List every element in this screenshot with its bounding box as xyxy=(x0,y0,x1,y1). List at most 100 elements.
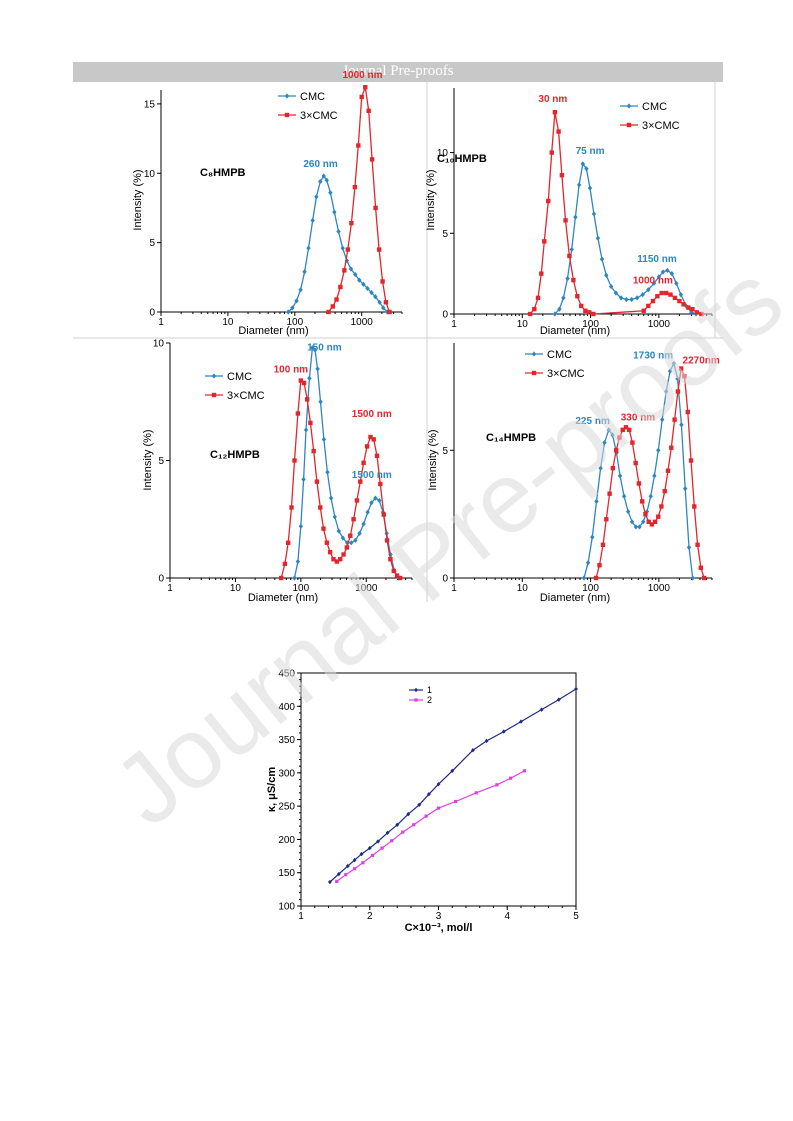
y-tick-label: 150 xyxy=(278,868,295,879)
x-tick-label: 100 xyxy=(286,317,303,328)
legend-marker-0 xyxy=(414,687,418,693)
data-point-3cmc xyxy=(542,239,547,244)
data-point-cmc xyxy=(621,493,627,499)
data-point-3cmc xyxy=(338,284,343,290)
data-point-3cmc xyxy=(349,221,354,226)
data-point-cmc xyxy=(348,266,354,272)
data-point-3cmc xyxy=(662,488,667,494)
data-point-cmc xyxy=(651,280,657,286)
data-point-3cmc xyxy=(334,297,339,302)
peak-annotation: 1000 nm xyxy=(342,70,382,81)
data-point-3cmc xyxy=(361,460,366,466)
data-point-3cmc xyxy=(699,311,704,317)
y-tick-label: 250 xyxy=(278,802,295,813)
data-point-3cmc xyxy=(539,271,544,276)
data-point-cmc xyxy=(678,292,684,298)
data-point-cmc xyxy=(332,209,337,215)
data-point-series-2 xyxy=(412,823,416,827)
data-point-3cmc xyxy=(630,440,635,445)
data-point-cmc xyxy=(295,558,301,565)
x-tick-label: 100 xyxy=(582,319,599,330)
data-point-series-2 xyxy=(370,853,375,858)
data-point-3cmc xyxy=(600,542,606,547)
data-point-cmc xyxy=(633,524,639,530)
data-point-3cmc xyxy=(655,294,660,299)
data-point-3cmc xyxy=(295,411,301,416)
data-point-cmc xyxy=(310,345,315,351)
data-point-series-1 xyxy=(574,686,578,692)
data-point-cmc xyxy=(686,544,692,550)
y-tick-label: 5 xyxy=(149,238,155,249)
data-point-cmc xyxy=(610,432,615,438)
data-point-3cmc xyxy=(668,292,673,297)
data-point-3cmc xyxy=(617,435,622,440)
x-tick-label: 100 xyxy=(582,583,599,594)
peak-annotation: 1500 nm xyxy=(352,409,392,420)
data-point-3cmc xyxy=(324,540,330,545)
x-tick-label: 1 xyxy=(451,319,457,330)
x-tick-label: 1000 xyxy=(648,319,671,330)
data-point-3cmc xyxy=(368,434,373,440)
legend-label-1: 3×CMC xyxy=(642,120,680,132)
y-axis-label: Intensity (%) xyxy=(132,169,144,230)
data-point-3cmc xyxy=(701,575,707,581)
data-point-cmc xyxy=(590,534,595,540)
journal-banner: Journal Pre-proofs xyxy=(73,62,723,82)
data-point-cmc xyxy=(310,217,315,224)
y-tick-label: 350 xyxy=(278,735,295,746)
data-point-cmc xyxy=(602,440,607,446)
data-point-3cmc xyxy=(546,198,551,204)
data-point-cmc xyxy=(321,173,326,179)
data-point-3cmc xyxy=(690,306,695,312)
data-point-cmc xyxy=(290,305,295,311)
legend-marker-1 xyxy=(414,698,418,702)
data-point-series-1 xyxy=(436,781,441,787)
data-point-3cmc xyxy=(358,479,363,484)
data-point-cmc xyxy=(606,427,612,433)
data-point-3cmc xyxy=(646,519,651,525)
x-tick-label: 10 xyxy=(517,319,529,330)
data-point-cmc xyxy=(629,296,634,303)
data-point-cmc xyxy=(286,309,291,315)
data-point-3cmc xyxy=(373,205,378,211)
data-point-cmc xyxy=(325,469,330,475)
data-point-3cmc xyxy=(623,425,629,430)
data-point-cmc xyxy=(679,422,684,428)
data-point-3cmc xyxy=(351,517,356,522)
data-point-3cmc xyxy=(308,420,313,426)
data-point-3cmc xyxy=(556,129,561,134)
data-point-series-2 xyxy=(522,769,527,773)
data-point-3cmc xyxy=(301,380,307,386)
data-point-3cmc xyxy=(384,538,390,543)
data-point-series-1 xyxy=(484,738,489,744)
legend-label-0: CMC xyxy=(642,101,667,113)
data-point-cmc xyxy=(349,540,354,546)
data-point-3cmc xyxy=(672,295,678,301)
data-point-3cmc xyxy=(659,504,664,509)
data-point-cmc xyxy=(674,280,679,286)
x-tick-label: 10 xyxy=(517,583,529,594)
data-point-cmc xyxy=(361,281,366,287)
data-point-series-1 xyxy=(450,768,455,774)
data-point-cmc xyxy=(365,509,370,515)
data-point-cmc xyxy=(353,537,358,543)
data-point-3cmc xyxy=(298,378,304,383)
data-point-cmc xyxy=(689,309,694,315)
legend-marker-0 xyxy=(626,103,632,109)
data-point-3cmc xyxy=(314,479,320,484)
peak-annotation: 1150 nm xyxy=(637,254,677,265)
data-point-3cmc xyxy=(334,559,340,564)
data-point-3cmc xyxy=(381,512,386,517)
data-point-cmc xyxy=(361,521,366,527)
legend-marker-1 xyxy=(211,392,217,398)
data-point-cmc xyxy=(573,214,578,220)
peak-annotation: 75 nm xyxy=(576,146,605,157)
x-tick-label: 1 xyxy=(167,583,173,594)
y-tick-label: 0 xyxy=(442,310,448,321)
data-point-cmc xyxy=(340,245,345,251)
data-point-3cmc xyxy=(282,561,288,567)
y-axis-label: Intensity (%) xyxy=(142,429,154,490)
peak-annotation: 2270nm xyxy=(683,356,720,367)
y-tick-label: 5 xyxy=(442,446,448,457)
